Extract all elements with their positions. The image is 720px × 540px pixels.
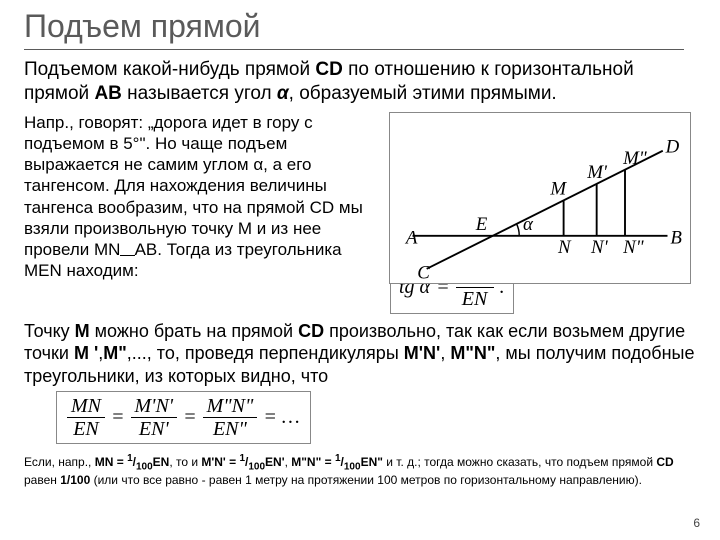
eq1-den: EN (456, 288, 494, 309)
e2f3d: EN" (203, 418, 258, 439)
body-paragraph-1: Напр., говорят: „дорога идет в гору с по… (24, 112, 379, 282)
fn-frac2: 1/100 (239, 455, 265, 469)
geometry-figure: A B C D EαM M' M" N N' N" (389, 112, 691, 284)
svg-text:M": M" (622, 148, 647, 169)
footnote: Если, напр., MN = 1/100EN, то и M'N' = 1… (24, 452, 696, 489)
fn-en2: EN" (361, 455, 383, 469)
intro-t4: , образуемый этими прямыми. (289, 83, 557, 104)
fn-ratio: 1/100 (60, 473, 90, 487)
fn-t5: равен (24, 473, 60, 487)
e2f2n: M'N' (131, 396, 178, 418)
page-number: 6 (693, 516, 700, 530)
svg-text:B: B (670, 227, 682, 248)
svg-text:N": N" (622, 236, 644, 257)
b2-t6: , (440, 343, 450, 363)
svg-text:M': M' (586, 162, 608, 183)
body-paragraph-2: Точку М можно брать на прямой CD произво… (24, 320, 696, 388)
fn-frac1: 1/100 (127, 455, 153, 469)
e2f2d: EN' (131, 418, 178, 439)
b2-mn1: M'N' (404, 343, 441, 363)
fn-en: EN (153, 455, 170, 469)
perp-symbol (120, 241, 134, 256)
fn-t6: (или что все равно - равен 1 метру на пр… (90, 473, 642, 487)
svg-text:E: E (475, 214, 488, 235)
intro-cd: CD (315, 59, 342, 80)
fn-mn1: M'N' = (201, 455, 239, 469)
b2-m1: М ' (74, 343, 98, 363)
svg-text:D: D (665, 136, 680, 157)
intro-ab: АВ (94, 83, 121, 104)
svg-text:A: A (404, 227, 418, 248)
b2-m: М (75, 321, 90, 341)
b2-mn2: M"N" (450, 343, 495, 363)
e2f3n: M"N" (203, 396, 258, 418)
svg-text:α: α (523, 214, 534, 235)
fn-cd: CD (656, 455, 673, 469)
svg-text:C: C (417, 262, 430, 283)
fn-frac3: 1/100 (335, 455, 361, 469)
b2-t1: Точку (24, 321, 75, 341)
intro-alpha: α (277, 83, 289, 104)
fn-mn: MN = (95, 455, 127, 469)
slide-title: Подъем прямой (24, 8, 684, 50)
fn-t1: Если, напр., (24, 455, 95, 469)
intro-t3: называется угол (122, 83, 277, 104)
b2-t5: ,..., то, проведя перпендикуляры (127, 343, 404, 363)
intro-paragraph: Подъемом какой-нибудь прямой CD по отнош… (24, 58, 696, 106)
svg-text:M: M (549, 178, 567, 199)
e2f1n: MN (67, 396, 105, 418)
b2-t2: можно брать на прямой (90, 321, 298, 341)
fn-t2: , то и (169, 455, 201, 469)
svg-text:N': N' (590, 236, 609, 257)
equation-2: MNEN = M'N'EN' = M"N"EN" = … (24, 387, 696, 444)
b2-m2: М" (103, 343, 127, 363)
body1-t1: Напр., говорят: „дорога идет в гору с по… (24, 113, 363, 260)
intro-t1: Подъемом какой-нибудь прямой (24, 59, 315, 80)
fn-t4: и т. д.; тогда можно сказать, что подъем… (383, 455, 656, 469)
fn-en1: EN' (265, 455, 285, 469)
fn-mn2: M"N" = (291, 455, 335, 469)
e2f1d: EN (67, 418, 105, 439)
b2-cd: CD (298, 321, 324, 341)
svg-text:N: N (557, 236, 572, 257)
